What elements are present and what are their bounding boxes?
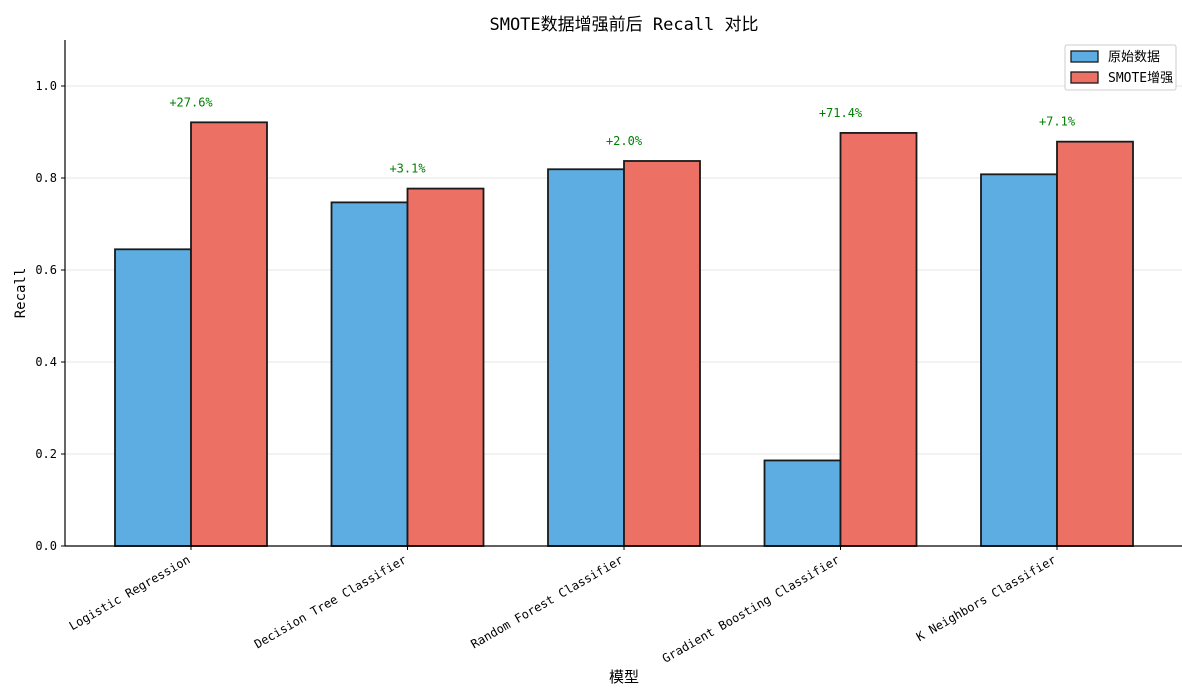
y-ticks: 0.0 0.2 0.4 0.6 0.8 1.0 <box>35 79 65 553</box>
bar-smote-0 <box>190 121 268 547</box>
y-tick-label: 0.2 <box>35 447 57 461</box>
annotations: +27.6% +3.1% +2.0% +71.4% +7.1% <box>169 95 1076 175</box>
x-tick-label: K Neighbors Classifier <box>914 552 1059 644</box>
bar-original-0 <box>114 248 192 547</box>
bar-original-2 <box>547 168 625 547</box>
legend-swatch-smote <box>1070 71 1099 84</box>
y-tick-label: 0.6 <box>35 263 57 277</box>
improvement-annotation: +2.0% <box>606 134 643 148</box>
bar-smote-1 <box>406 187 485 547</box>
improvement-annotation: +7.1% <box>1039 115 1076 129</box>
improvement-annotation: +3.1% <box>389 162 426 176</box>
bar-original-3 <box>763 459 842 547</box>
y-tick-label: 1.0 <box>35 79 57 93</box>
improvement-annotation: +27.6% <box>169 95 213 109</box>
y-tick-label: 0.0 <box>35 539 57 553</box>
x-tick-label: Decision Tree Classifier <box>252 552 409 651</box>
bar-smote-3 <box>839 132 918 547</box>
x-axis-label: 模型 <box>609 668 639 686</box>
x-tick-label: Logistic Regression <box>67 552 193 633</box>
y-tick-label: 0.4 <box>35 355 57 369</box>
improvement-annotation: +71.4% <box>819 106 863 120</box>
bar-original-1 <box>330 201 409 547</box>
legend: 原始数据 SMOTE增强 <box>1064 44 1177 91</box>
y-axis-label: Recall <box>13 268 29 319</box>
bar-smote-4 <box>1056 140 1134 547</box>
bar-original-4 <box>980 173 1058 547</box>
x-tick-label: Random Forest Classifier <box>468 552 625 651</box>
bars <box>114 121 1134 547</box>
legend-label-original: 原始数据 <box>1108 50 1160 65</box>
y-tick-label: 0.8 <box>35 171 57 185</box>
bar-smote-2 <box>623 160 701 547</box>
legend-swatch-original <box>1070 50 1099 63</box>
legend-label-smote: SMOTE增强 <box>1108 71 1173 86</box>
x-ticks: Logistic Regression Decision Tree Classif… <box>67 546 1059 666</box>
x-tick-label: Gradient Boosting Classifier <box>660 552 842 665</box>
chart-title: SMOTE数据增强前后 Recall 对比 <box>489 15 758 35</box>
